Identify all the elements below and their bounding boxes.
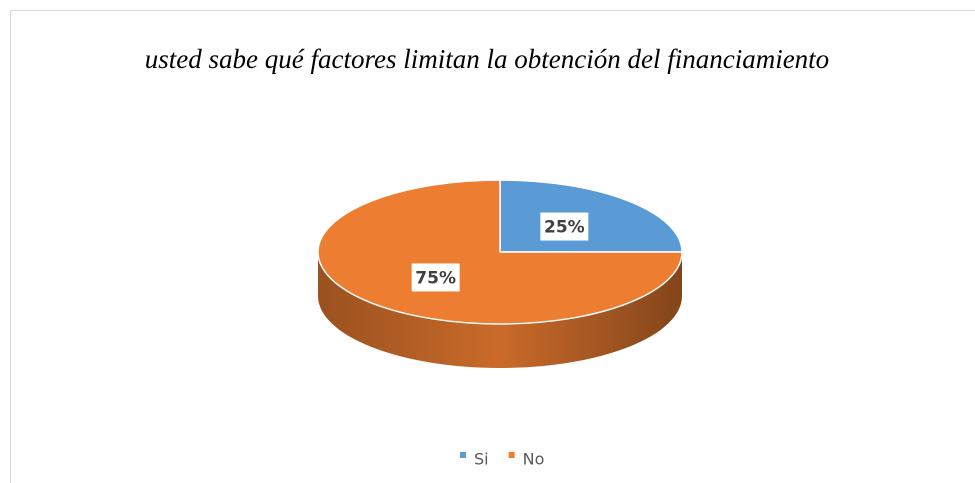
- legend-swatch: [508, 452, 515, 458]
- data-label: 75%: [415, 268, 456, 288]
- data-label-bg: [411, 263, 460, 292]
- legend-label: No: [523, 450, 545, 469]
- slice: [317, 179, 683, 325]
- legend-label: Si: [474, 450, 489, 469]
- data-label-bg: [540, 212, 589, 241]
- chart-title: usted sabe qué factores limitan la obten…: [145, 44, 829, 74]
- legend-swatch: [460, 452, 466, 458]
- slice-side-shade: [318, 252, 682, 368]
- data-label: 25%: [544, 218, 585, 238]
